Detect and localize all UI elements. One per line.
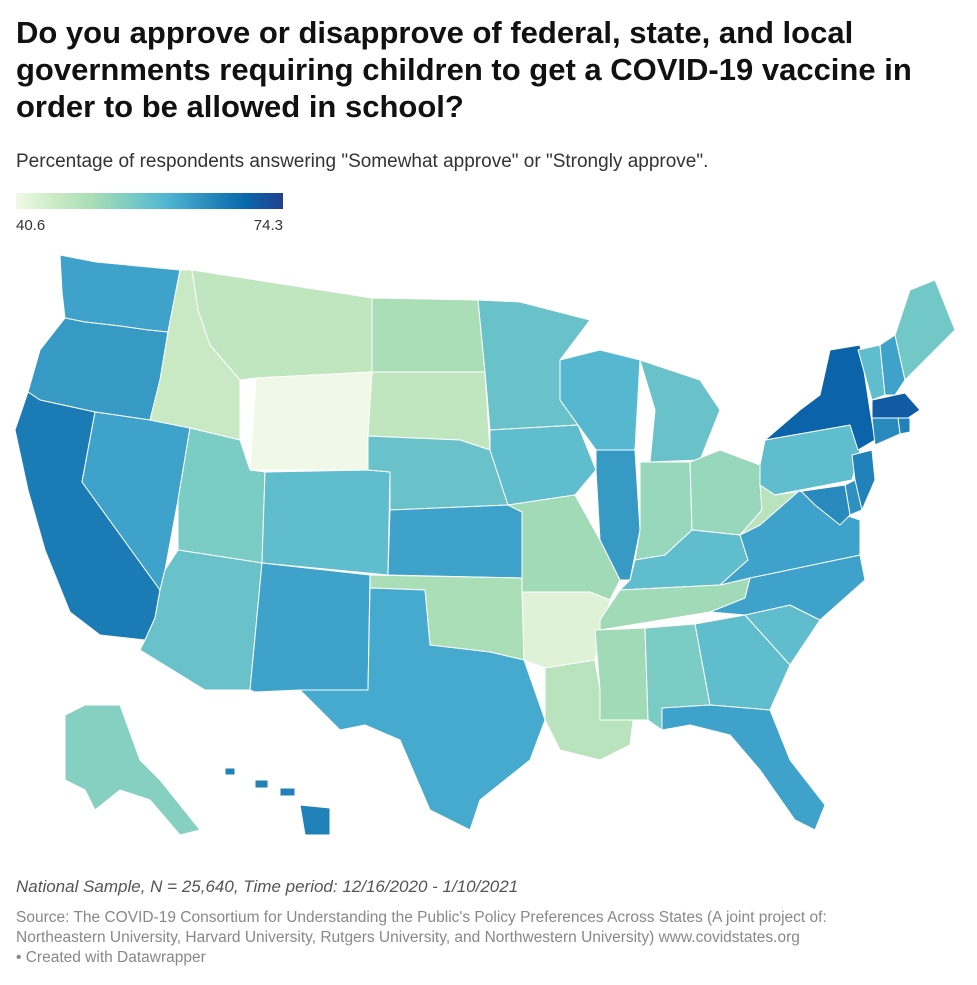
- source-text: Source: The COVID-19 Consortium for Unde…: [16, 908, 961, 968]
- legend-gradient-bar: [16, 193, 283, 209]
- legend-min-label: 40.6: [16, 217, 46, 234]
- state-co-shape[interactable]: [261, 469, 391, 576]
- state-me[interactable]: [894, 279, 956, 381]
- us-choropleth-map: [14, 254, 956, 836]
- state-ks-shape[interactable]: [387, 504, 523, 579]
- state-tx-shape[interactable]: [299, 587, 546, 831]
- state-wy[interactable]: [249, 371, 373, 471]
- state-ma-shape[interactable]: [871, 392, 921, 421]
- state-me-shape[interactable]: [894, 279, 956, 381]
- state-nd[interactable]: [371, 297, 486, 373]
- state-ma[interactable]: [871, 392, 921, 421]
- source-line-2: Northeastern University, Harvard Univers…: [16, 929, 800, 946]
- state-nm-shape[interactable]: [249, 562, 371, 693]
- state-nm[interactable]: [249, 562, 371, 693]
- color-legend: 40.6 74.3: [16, 193, 283, 237]
- state-il[interactable]: [595, 449, 641, 581]
- chart-subtitle: Percentage of respondents answering "Som…: [16, 151, 709, 172]
- credit-line: • Created with Datawrapper: [16, 949, 206, 966]
- state-wy-shape[interactable]: [249, 371, 373, 471]
- state-fl-shape[interactable]: [661, 704, 826, 831]
- state-ny[interactable]: [764, 344, 876, 451]
- state-hi-shape[interactable]: [224, 767, 331, 836]
- state-nc[interactable]: [709, 554, 866, 621]
- state-ny-shape[interactable]: [764, 344, 876, 451]
- state-ia[interactable]: [489, 424, 597, 506]
- state-hi[interactable]: [224, 767, 331, 836]
- state-ia-shape[interactable]: [489, 424, 597, 506]
- state-ct[interactable]: [871, 417, 901, 446]
- source-line-1: Source: The COVID-19 Consortium for Unde…: [16, 909, 827, 926]
- state-nh[interactable]: [879, 334, 906, 396]
- state-ms[interactable]: [594, 627, 649, 721]
- state-fl[interactable]: [661, 704, 826, 831]
- state-md[interactable]: [774, 484, 851, 526]
- state-nd-shape[interactable]: [371, 297, 486, 373]
- state-ak-shape[interactable]: [64, 704, 201, 836]
- chart-title: Do you approve or disapprove of federal,…: [16, 15, 912, 124]
- sample-note: National Sample, N = 25,640, Time period…: [16, 877, 519, 896]
- state-la[interactable]: [544, 659, 636, 761]
- state-nh-shape[interactable]: [879, 334, 906, 396]
- state-ks[interactable]: [387, 504, 523, 579]
- state-nc-shape[interactable]: [709, 554, 866, 621]
- state-md-shape[interactable]: [774, 484, 851, 526]
- state-ct-shape[interactable]: [871, 417, 901, 446]
- state-ms-shape[interactable]: [594, 627, 649, 721]
- state-la-shape[interactable]: [544, 659, 636, 761]
- state-mi[interactable]: [639, 359, 721, 463]
- state-tx[interactable]: [299, 587, 546, 831]
- state-mi-shape[interactable]: [639, 359, 721, 463]
- legend-max-label: 74.3: [253, 217, 283, 234]
- state-co[interactable]: [261, 469, 391, 576]
- state-ak[interactable]: [64, 704, 201, 836]
- state-il-shape[interactable]: [595, 449, 641, 581]
